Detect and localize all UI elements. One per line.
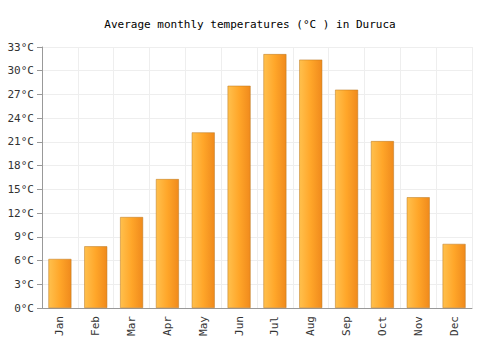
svg-text:Apr: Apr [161, 316, 174, 336]
svg-text:Average monthly temperatures (: Average monthly temperatures (°C ) in Du… [104, 18, 395, 31]
svg-text:24°C: 24°C [8, 112, 35, 125]
svg-text:Nov: Nov [412, 316, 425, 336]
svg-text:12°C: 12°C [8, 207, 35, 220]
svg-text:21°C: 21°C [8, 135, 35, 148]
svg-text:27°C: 27°C [8, 88, 35, 101]
svg-text:Mar: Mar [125, 316, 138, 336]
svg-text:18°C: 18°C [8, 159, 35, 172]
svg-text:Oct: Oct [376, 316, 389, 336]
svg-text:33°C: 33°C [8, 41, 35, 54]
svg-text:Dec: Dec [448, 316, 461, 336]
svg-text:Jun: Jun [233, 316, 246, 336]
svg-text:15°C: 15°C [8, 183, 35, 196]
svg-text:Jul: Jul [268, 316, 281, 336]
svg-text:30°C: 30°C [8, 64, 35, 77]
svg-text:0°C: 0°C [14, 302, 34, 315]
svg-text:Jan: Jan [53, 316, 66, 336]
svg-text:3°C: 3°C [14, 278, 34, 291]
svg-text:9°C: 9°C [14, 230, 34, 243]
svg-text:Feb: Feb [89, 316, 102, 336]
svg-text:May: May [197, 316, 210, 336]
svg-text:Sep: Sep [340, 316, 353, 336]
svg-text:6°C: 6°C [14, 254, 34, 267]
svg-text:Aug: Aug [304, 316, 317, 336]
